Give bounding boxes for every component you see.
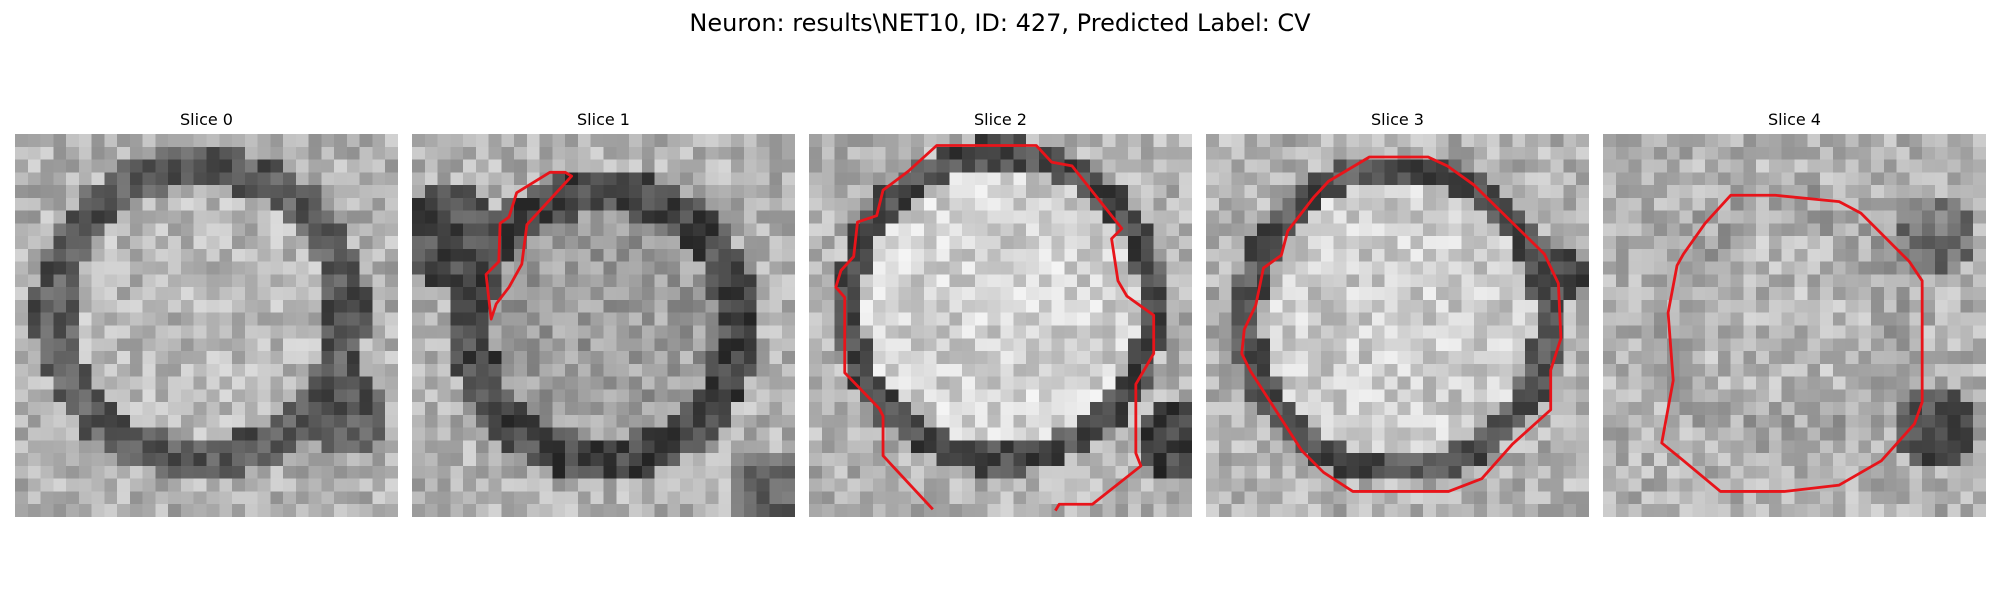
panel-slice-3: Slice 3 [1206, 110, 1589, 517]
panel-title: Slice 2 [809, 110, 1192, 130]
panel-title: Slice 1 [412, 110, 795, 130]
slice-image [15, 134, 398, 517]
panel-title: Slice 4 [1603, 110, 1986, 130]
slice-image [1206, 134, 1589, 517]
panel-slice-2: Slice 2 [809, 110, 1192, 517]
panel-slice-4: Slice 4 [1603, 110, 1986, 517]
slice-4-pixels [1603, 134, 1986, 517]
panel-slice-0: Slice 0 [15, 110, 398, 517]
slice-image [412, 134, 795, 517]
slice-2-pixels [809, 134, 1192, 517]
slice-0-pixels [15, 134, 398, 517]
slice-image [809, 134, 1192, 517]
slice-1-pixels [412, 134, 795, 517]
panel-slice-1: Slice 1 [412, 110, 795, 517]
panel-title: Slice 0 [15, 110, 398, 130]
slice-3-pixels [1206, 134, 1589, 517]
panel-title: Slice 3 [1206, 110, 1589, 130]
slice-image [1603, 134, 1986, 517]
figure-title: Neuron: results\NET10, ID: 427, Predicte… [0, 8, 2000, 38]
